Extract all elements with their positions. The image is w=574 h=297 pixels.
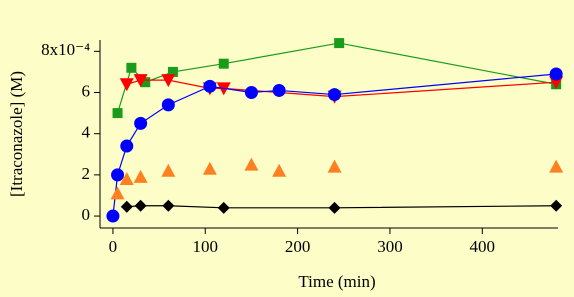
x-tick-label: 200: [285, 237, 311, 256]
data-point: [550, 199, 563, 212]
data-point: [161, 98, 175, 112]
x-tick-label: 400: [470, 237, 496, 256]
data-point: [120, 200, 133, 213]
data-point: [161, 163, 176, 177]
series-line: [116, 42, 557, 114]
data-point: [244, 157, 259, 171]
y-axis-label: [Itraconazole] (M): [7, 71, 26, 197]
data-point: [119, 78, 134, 92]
data-point: [328, 88, 342, 102]
data-point: [111, 168, 125, 182]
data-point: [334, 38, 345, 49]
y-tick-label: 6: [82, 81, 91, 100]
data-point: [328, 201, 341, 214]
y-tick-label: 8x10⁻⁴: [41, 40, 90, 59]
data-point: [217, 201, 230, 214]
x-tick-label: 100: [193, 237, 219, 256]
x-tick-label: 0: [109, 237, 118, 256]
data-point: [134, 116, 148, 130]
data-point: [110, 186, 125, 200]
data-point: [549, 67, 563, 81]
y-tick-label: 4: [82, 123, 91, 142]
data-point: [120, 139, 134, 153]
data-point: [167, 66, 178, 77]
data-point: [106, 209, 120, 223]
data-point: [140, 77, 151, 88]
data-point: [133, 74, 148, 88]
series-line: [126, 205, 557, 209]
data-point: [218, 58, 229, 69]
data-point: [161, 74, 176, 88]
series-line: [112, 73, 557, 217]
data-point: [272, 163, 287, 177]
y-tick-label: 0: [82, 205, 91, 224]
data-point: [272, 83, 286, 97]
data-point: [244, 86, 258, 100]
x-axis-label: Time (min): [298, 272, 375, 291]
data-point: [112, 108, 123, 119]
data-point: [126, 62, 137, 73]
data-point: [549, 159, 564, 173]
y-tick-label: 2: [82, 164, 91, 183]
data-point: [327, 159, 342, 173]
data-point: [134, 199, 147, 212]
data-point: [162, 199, 175, 212]
x-tick-label: 300: [377, 237, 403, 256]
data-point: [133, 169, 148, 183]
data-point: [203, 79, 217, 93]
data-point: [549, 76, 564, 90]
data-point: [119, 171, 134, 185]
data-point: [202, 161, 217, 175]
